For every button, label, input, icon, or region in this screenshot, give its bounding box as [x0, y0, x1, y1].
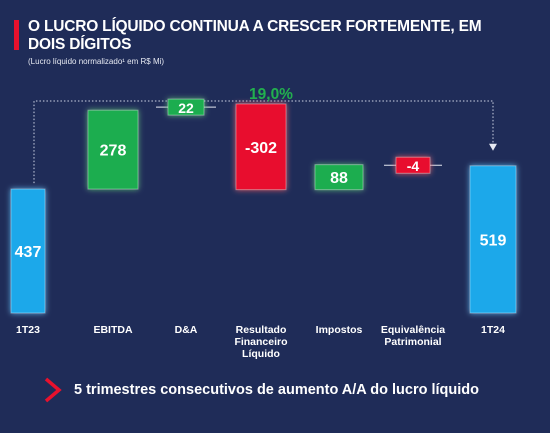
value-label: -302 — [245, 140, 277, 157]
chevron-right-icon — [44, 377, 62, 403]
bar-decrease — [395, 156, 431, 174]
category-label: Financeiro — [234, 336, 287, 348]
category-label: Equivalência — [381, 324, 445, 336]
title-accent-bar — [14, 20, 19, 50]
growth-annotation: 19,0% — [249, 86, 293, 103]
growth-bracket — [33, 100, 494, 184]
category-label: Líquido — [242, 348, 280, 360]
bar-total — [10, 188, 46, 314]
category-label: 1T24 — [481, 324, 505, 336]
value-label: 437 — [15, 244, 42, 261]
footer-text: 5 trimestres consecutivos de aumento A/A… — [74, 382, 480, 398]
chart-subtitle: (Lucro líquido normalizado¹ em R$ Mi) — [28, 57, 165, 66]
bar-increase — [87, 109, 139, 190]
category-label: D&A — [175, 324, 198, 336]
category-label: EBITDA — [93, 324, 133, 336]
bar-increase — [167, 98, 205, 116]
bar-decrease — [235, 103, 287, 191]
category-label: Impostos — [316, 324, 363, 336]
category-label: 1T23 — [16, 324, 40, 336]
page-title: O LUCRO LÍQUIDO CONTINUA A CRESCER FORTE… — [28, 18, 482, 53]
value-label: 22 — [178, 100, 194, 116]
value-label: 278 — [100, 143, 127, 160]
bracket-arrow-icon — [489, 143, 497, 151]
bar-increase — [314, 164, 364, 191]
value-label: 519 — [480, 232, 507, 249]
value-label: 88 — [330, 170, 348, 187]
category-label: Resultado — [236, 324, 287, 336]
bar-total — [469, 165, 517, 314]
value-label: -4 — [407, 158, 420, 174]
category-label: Patrimonial — [384, 336, 441, 348]
